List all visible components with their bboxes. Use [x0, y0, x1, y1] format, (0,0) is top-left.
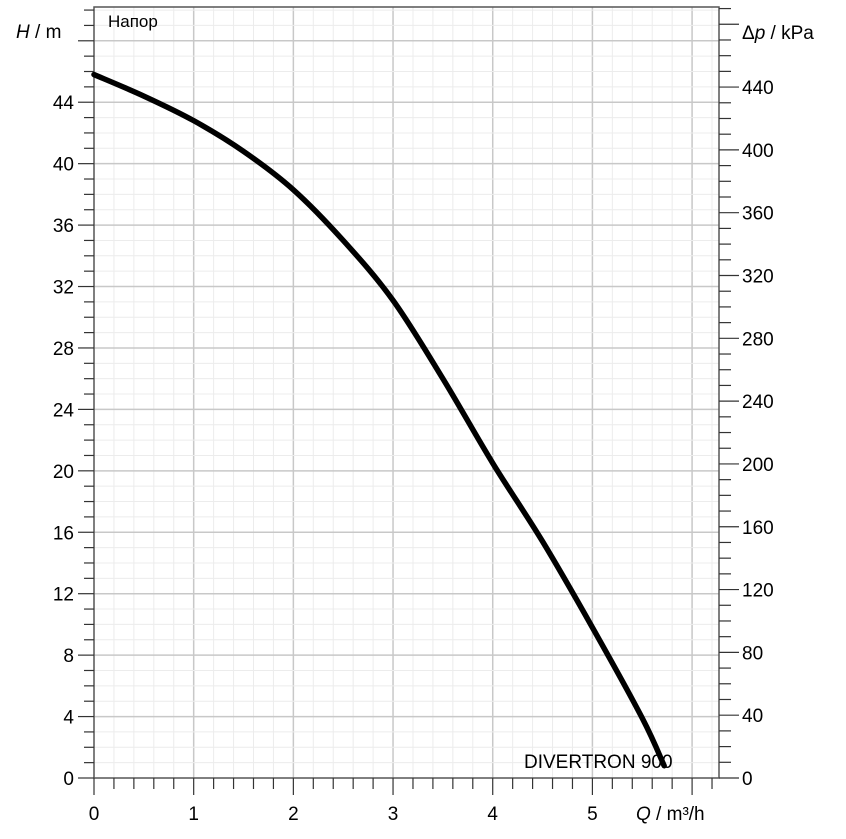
x-tick-label: 2 — [288, 804, 299, 825]
x-tick-label: 1 — [188, 804, 199, 825]
y2-tick-label: 360 — [742, 204, 774, 225]
y-axis-label: H / m — [16, 22, 61, 43]
y2-axis-label: Δp / kPa — [742, 23, 814, 44]
y2-tick-label: 160 — [742, 518, 774, 539]
y-tick-label: 20 — [53, 462, 74, 483]
y2-tick-label: 120 — [742, 581, 774, 602]
y2-tick-label: 320 — [742, 267, 774, 288]
chart-title: Напор — [108, 12, 158, 31]
y2-tick-label: 80 — [742, 643, 763, 664]
y2-axis-unit: / kPa — [765, 23, 814, 44]
y-tick-label: 28 — [53, 339, 74, 360]
x-axis-var: Q — [636, 804, 651, 825]
y-axis-unit: / m — [30, 22, 62, 43]
y2-tick-label: 400 — [742, 141, 774, 162]
series-label: DIVERTRON 900 — [524, 752, 673, 773]
x-tick-label: 4 — [487, 804, 498, 825]
ticks: 0481216202428323640440408012016020024028… — [53, 7, 774, 825]
y-tick-label: 16 — [53, 523, 74, 544]
y2-axis-var: Δp — [742, 23, 765, 44]
y-axis-var: H — [16, 22, 30, 43]
grid — [94, 7, 719, 778]
x-tick-label: 3 — [388, 804, 399, 825]
y2-tick-label: 0 — [742, 769, 753, 790]
x-axis-label: Q / m³/h — [636, 804, 705, 825]
series — [91, 71, 667, 769]
series-line — [91, 71, 667, 769]
y-tick-label: 4 — [63, 708, 74, 729]
y2-tick-label: 280 — [742, 329, 774, 350]
y-tick-label: 44 — [53, 93, 75, 114]
y2-tick-label: 40 — [742, 706, 763, 727]
y-tick-label: 36 — [53, 216, 74, 237]
x-tick-label: 0 — [89, 804, 100, 825]
y-tick-label: 32 — [53, 278, 74, 299]
y2-tick-label: 200 — [742, 455, 774, 476]
axes — [93, 6, 720, 779]
y-tick-label: 8 — [63, 646, 74, 667]
y2-tick-label: 440 — [742, 78, 774, 99]
plot-frame — [93, 6, 720, 779]
x-axis-unit: / m³/h — [651, 804, 705, 825]
x-tick-label: 5 — [587, 804, 598, 825]
y2-tick-label: 240 — [742, 392, 774, 413]
y-tick-label: 12 — [53, 585, 74, 606]
y-tick-label: 40 — [53, 155, 74, 176]
y-tick-label: 24 — [53, 400, 75, 421]
y-tick-label: 0 — [63, 769, 74, 790]
